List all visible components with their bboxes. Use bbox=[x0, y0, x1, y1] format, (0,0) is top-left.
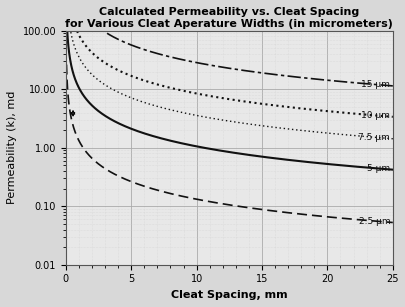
X-axis label: Cleat Spacing, mm: Cleat Spacing, mm bbox=[171, 290, 287, 300]
Text: 15 μm: 15 μm bbox=[360, 80, 389, 89]
Text: 10 μm: 10 μm bbox=[360, 111, 389, 120]
Y-axis label: Permeability (k), md: Permeability (k), md bbox=[7, 91, 17, 204]
Text: 7.5 μm: 7.5 μm bbox=[358, 133, 389, 142]
Text: 2.5 μm: 2.5 μm bbox=[358, 217, 389, 226]
Text: 5 μm: 5 μm bbox=[366, 164, 389, 173]
Title: Calculated Permeability vs. Cleat Spacing
for Various Cleat Aperature Widths (in: Calculated Permeability vs. Cleat Spacin… bbox=[65, 7, 392, 29]
